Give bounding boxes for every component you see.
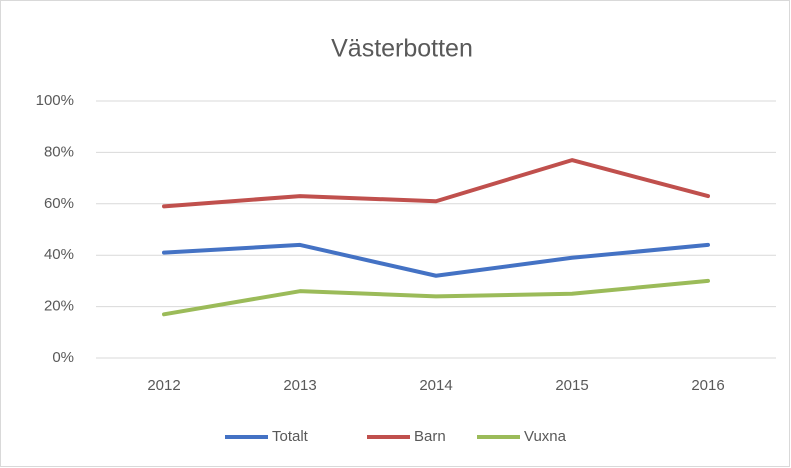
y-tick-label: 60% <box>44 195 74 212</box>
y-tick-label: 0% <box>52 349 74 366</box>
y-tick-label: 40% <box>44 246 74 263</box>
x-tick-label: 2014 <box>419 377 452 394</box>
legend-label: Barn <box>414 428 446 445</box>
x-tick-label: 2013 <box>283 377 316 394</box>
series-line <box>162 158 710 209</box>
y-tick-label: 100% <box>36 92 74 109</box>
y-tick-label: 20% <box>44 298 74 315</box>
legend-label: Totalt <box>272 428 309 445</box>
chart-title: Västerbotten <box>331 35 473 63</box>
x-tick-label: 2016 <box>691 377 724 394</box>
series-line <box>162 278 710 317</box>
legend-label: Vuxna <box>524 428 567 445</box>
x-tick-label: 2015 <box>555 377 588 394</box>
series-line <box>162 242 710 278</box>
x-tick-label: 2012 <box>147 377 180 394</box>
y-tick-label: 80% <box>44 143 74 160</box>
